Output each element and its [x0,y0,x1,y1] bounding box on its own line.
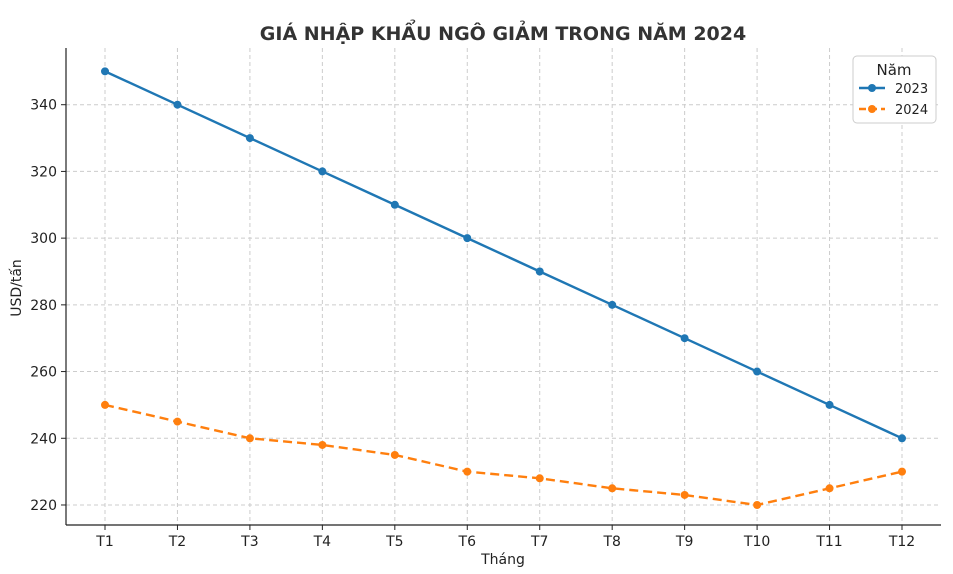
data-point-2024 [753,500,762,509]
x-tick-label: T10 [743,534,770,550]
y-tick-label: 340 [30,98,57,114]
ticks: T1 T2 T3 T4 T5 T6 T7 T8 T9 T10 T11 T12 220 240 260 280 3… [30,98,915,550]
data-point-2024 [245,434,254,443]
x-tick-label: T1 [95,534,113,550]
data-point-2024 [825,484,834,493]
data-point-2024 [535,474,544,483]
chart-title: GIÁ NHẬP KHẨU NGÔ GIẢM TRONG NĂM 2024 [260,19,746,45]
legend-title: Năm [876,61,911,79]
axes [65,48,941,526]
y-tick-label: 240 [30,431,57,447]
data-point-2024 [680,490,689,499]
grid [66,48,941,525]
x-tick-label: T3 [240,534,258,550]
x-tick-label: T7 [530,534,548,550]
data-point-2023 [680,334,689,343]
legend-label-2023: 2023 [895,82,928,97]
data-point-2023 [753,367,762,376]
legend-marker-2024 [868,105,876,113]
data-point-2023 [245,134,254,143]
legend-label-2024: 2024 [895,103,928,118]
x-tick-label: T12 [888,534,915,550]
y-tick-label: 300 [30,231,57,247]
x-tick-label: T11 [815,534,842,550]
x-tick-label: T4 [313,534,332,550]
data-point-2023 [608,300,617,309]
x-tick-label: T9 [675,534,693,550]
series-line-2023 [104,70,903,440]
series-layer [101,67,906,509]
y-tick-label: 280 [30,298,57,314]
y-tick-label: 260 [30,365,57,381]
data-point-2023 [898,434,906,443]
data-point-2024 [318,440,327,449]
series-line-2024 [104,403,903,507]
y-tick-label: 220 [30,498,57,514]
data-point-2023 [463,234,472,243]
data-point-2024 [608,484,617,493]
data-point-2023 [318,167,327,176]
x-axis-label: Tháng [480,552,525,568]
data-point-2024 [463,467,472,476]
data-point-2023 [101,67,109,76]
data-point-2024 [898,467,906,476]
legend-marker-2023 [868,84,876,92]
y-tick-label: 320 [30,164,57,180]
legend: Năm 2023 2024 [852,55,937,124]
x-tick-label: T5 [385,534,403,550]
x-tick-label: T6 [458,534,477,550]
data-point-2024 [173,417,182,426]
legend-items: 2023 2024 [859,82,928,118]
x-tick-label: T8 [602,534,620,550]
data-point-2023 [535,267,544,276]
y-axis-label: USD/tấn [9,259,25,317]
data-point-2023 [173,100,182,109]
data-point-2023 [390,200,399,209]
data-point-2023 [825,400,834,409]
data-point-2024 [101,400,109,409]
data-point-2024 [390,450,399,459]
x-tick-label: T2 [168,534,186,550]
